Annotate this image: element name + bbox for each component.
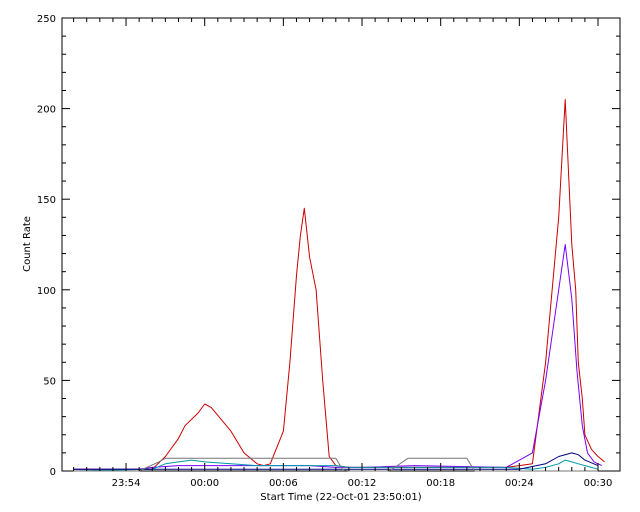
x-tick-label: 00:30 [584, 478, 613, 489]
y-tick-label: 50 [43, 376, 56, 387]
series-line-5 [73, 457, 598, 472]
y-axis-label: Count Rate [22, 216, 33, 272]
x-tick-label: 00:12 [348, 478, 377, 489]
ticks-layer: 0 50 100 150 200 250 23:54 00:00 00:06 00:12 00:18… [37, 14, 620, 489]
x-tick-label: 00:06 [269, 478, 298, 489]
y-tick-label: 150 [37, 195, 56, 206]
series-line-1 [73, 99, 605, 470]
series-layer [73, 99, 605, 472]
x-tick-label: 23:54 [112, 478, 141, 489]
x-tick-label: 00:18 [426, 478, 455, 489]
plot-frame [61, 17, 621, 472]
x-tick-label: 00:24 [505, 478, 534, 489]
y-tick-label: 200 [37, 105, 56, 116]
y-tick-label: 250 [37, 14, 56, 25]
y-tick-label: 0 [50, 467, 56, 478]
x-axis-label: Start Time (22-Oct-01 23:50:01) [260, 492, 421, 503]
x-tick-label: 00:00 [190, 478, 219, 489]
series-line-4 [73, 452, 599, 470]
y-tick-label: 100 [37, 286, 56, 297]
series-line-2 [73, 244, 603, 470]
